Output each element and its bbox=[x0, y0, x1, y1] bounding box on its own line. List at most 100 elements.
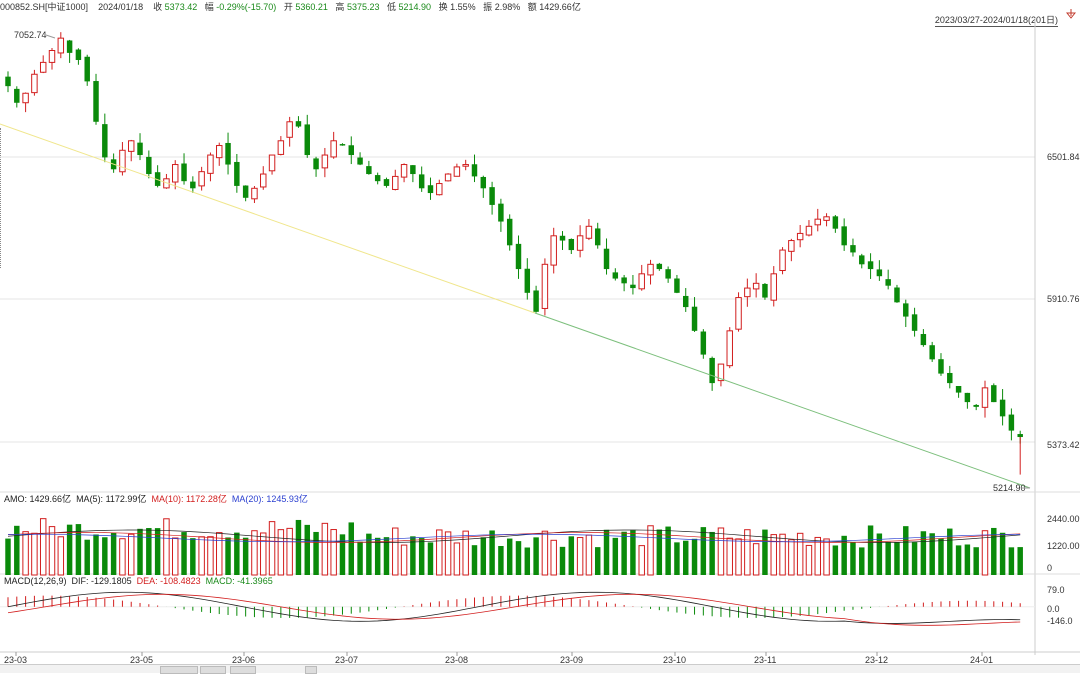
volume-bar-down bbox=[973, 547, 979, 575]
volume-bar-up bbox=[814, 536, 821, 576]
volume-bar-up bbox=[392, 527, 399, 576]
volume-bar-down bbox=[674, 542, 680, 575]
volume-bar-down bbox=[242, 537, 249, 575]
macd-dif-line bbox=[7, 591, 1021, 624]
macd-tick-label: -146.0 bbox=[1047, 616, 1073, 626]
amo-value: AMO: 1429.66亿 bbox=[4, 494, 72, 504]
volume-bar-down bbox=[357, 541, 363, 575]
candle-body-up bbox=[726, 330, 733, 367]
candle-body-down bbox=[594, 228, 601, 246]
amplitude-label: 振 bbox=[483, 2, 493, 12]
volume-bar-down bbox=[955, 545, 962, 575]
volume-bar-down bbox=[471, 545, 478, 575]
volume-bar-down bbox=[920, 531, 927, 575]
volume-bar-up bbox=[127, 533, 135, 576]
candle-body-up bbox=[207, 154, 214, 174]
volume-bar-up bbox=[444, 531, 452, 576]
volume-bar-up bbox=[39, 518, 47, 576]
volume-bar-down bbox=[903, 526, 909, 575]
volume-bar-down bbox=[181, 532, 187, 575]
candle-body-down bbox=[841, 226, 847, 246]
candle-body-down bbox=[339, 144, 346, 146]
candle-body-down bbox=[859, 255, 865, 265]
candle-body-up bbox=[400, 164, 408, 178]
candle-body-down bbox=[471, 164, 478, 177]
candle-body-up bbox=[216, 145, 223, 159]
volume-bar-down bbox=[5, 538, 11, 575]
high-marker-pointer bbox=[45, 34, 56, 39]
amo-tick-label: 2440.00亿 bbox=[1047, 513, 1080, 524]
candle-body-down bbox=[242, 185, 249, 198]
candle-body-up bbox=[127, 140, 135, 152]
candle-body-down bbox=[75, 49, 82, 61]
candle-body-down bbox=[234, 161, 240, 186]
volume-bar-down bbox=[709, 531, 715, 575]
macd-dea: DEA: -108.4823 bbox=[136, 576, 201, 586]
candle-body-down bbox=[418, 174, 425, 189]
volume-bar-up bbox=[647, 525, 654, 576]
toolbar-tab[interactable] bbox=[200, 666, 226, 674]
close-label: 收 bbox=[153, 2, 163, 12]
volume-bar-down bbox=[691, 538, 698, 575]
volume-bar-down bbox=[665, 526, 671, 575]
candle-body-down bbox=[920, 334, 927, 346]
candle-body-up bbox=[444, 173, 452, 182]
volume-bar-down bbox=[568, 536, 575, 575]
volume-bar-down bbox=[427, 542, 434, 575]
candle-body-down bbox=[383, 179, 390, 186]
toolbar-tab[interactable] bbox=[305, 666, 317, 674]
macd-tick-label: 0.0 bbox=[1047, 604, 1060, 614]
volume-bar-up bbox=[717, 527, 725, 576]
high-value: 5375.23 bbox=[346, 2, 380, 12]
candle-body-down bbox=[410, 165, 416, 175]
volume-bar-up bbox=[207, 536, 214, 576]
candle-body-down bbox=[700, 331, 707, 355]
toolbar-tab[interactable] bbox=[160, 666, 198, 674]
candle-body-down bbox=[84, 56, 90, 82]
volume-bar-up bbox=[796, 532, 804, 576]
volume-bar-down bbox=[348, 522, 354, 575]
volume-bar-down bbox=[929, 533, 935, 575]
x-axis-label: 24-01 bbox=[970, 655, 993, 664]
candle-body-up bbox=[22, 92, 29, 104]
candle-body-down bbox=[832, 216, 839, 229]
volume-bar-down bbox=[859, 547, 865, 575]
volume-bar-down bbox=[1017, 547, 1023, 575]
candle-body-down bbox=[524, 268, 531, 293]
volume-bar-up bbox=[779, 533, 786, 576]
turnover-value: 1.55% bbox=[450, 2, 476, 12]
volume-bar-down bbox=[410, 536, 416, 575]
volume-bar-down bbox=[304, 524, 310, 575]
volume-bar-up bbox=[163, 518, 170, 576]
date-range-selector[interactable]: 2023/03/27-2024/01/18(201日) bbox=[934, 15, 1058, 27]
volume-bar-down bbox=[190, 538, 196, 575]
candle-body-down bbox=[938, 359, 944, 374]
candle-body-down bbox=[515, 243, 522, 270]
down-arrow-icon[interactable] bbox=[1065, 9, 1077, 19]
toolbar-tab[interactable] bbox=[230, 666, 256, 674]
volume-bar-down bbox=[374, 537, 381, 575]
amplitude-value: 2.98% bbox=[494, 2, 521, 12]
volume-bar-down bbox=[594, 547, 601, 575]
volume-bar-down bbox=[911, 542, 918, 575]
candle-body-up bbox=[48, 50, 56, 63]
candle-body-down bbox=[964, 392, 971, 403]
candle-body-up bbox=[550, 235, 557, 266]
quote-date: 2024/01/18 bbox=[98, 2, 144, 12]
candle-body-down bbox=[137, 142, 143, 156]
candle-body-up bbox=[981, 387, 989, 408]
amo-tick-label: 0 bbox=[1047, 563, 1052, 573]
volume-bar-down bbox=[621, 531, 627, 575]
macd-value: MACD: -41.3965 bbox=[205, 576, 273, 586]
volume-bar-up bbox=[22, 531, 29, 576]
candle-body-up bbox=[752, 282, 760, 290]
candle-body-up bbox=[805, 225, 813, 236]
candle-body-down bbox=[366, 166, 372, 175]
candle-body-down bbox=[876, 269, 883, 277]
close-value: 5373.42 bbox=[164, 2, 198, 12]
volume-bar-up bbox=[268, 521, 276, 576]
candle-body-down bbox=[691, 306, 698, 331]
candle-body-down bbox=[374, 175, 381, 182]
left-scrollbar[interactable] bbox=[0, 128, 5, 268]
volume-bar-down bbox=[75, 524, 82, 575]
